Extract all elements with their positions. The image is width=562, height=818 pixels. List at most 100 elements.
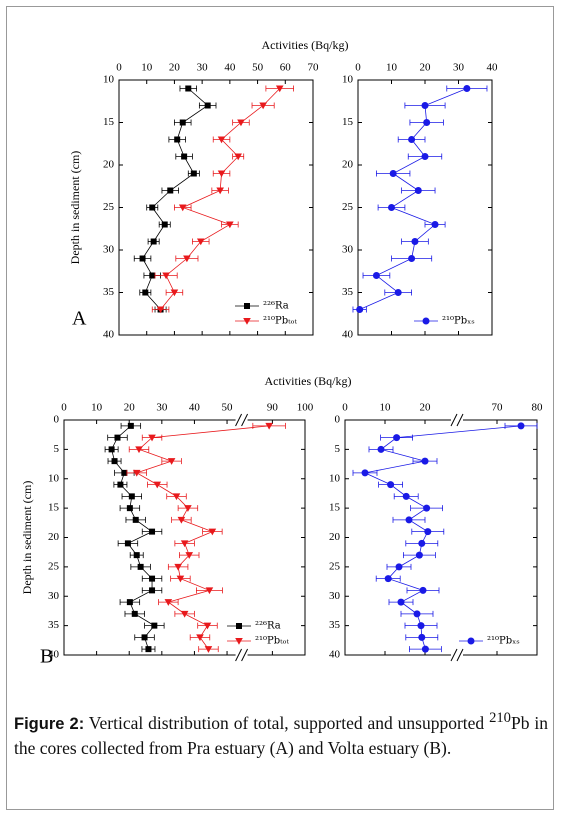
- marker: [190, 170, 197, 177]
- legend-label: ²¹⁰Pbₓₛ: [442, 316, 475, 327]
- x-tick-label: 10: [380, 402, 392, 414]
- marker: [150, 238, 157, 245]
- x-tick-label: 70: [492, 402, 504, 414]
- caption-label: Figure 2:: [14, 714, 85, 733]
- legend-marker: [244, 303, 250, 309]
- legend-label: ²¹⁰Pbₜₒₜ: [263, 316, 297, 327]
- marker: [205, 587, 214, 595]
- marker: [184, 505, 192, 512]
- y-tick-label: 30: [329, 590, 341, 602]
- marker: [177, 516, 186, 524]
- x-tick-label: 20: [420, 402, 432, 414]
- marker: [180, 540, 189, 548]
- marker: [377, 445, 385, 453]
- series-line: [363, 425, 522, 650]
- marker: [167, 187, 174, 194]
- marker: [167, 458, 176, 465]
- marker: [423, 504, 431, 512]
- marker: [174, 563, 182, 571]
- marker: [185, 85, 192, 92]
- marker: [164, 599, 173, 606]
- marker: [151, 622, 158, 629]
- marker: [259, 102, 267, 110]
- marker: [397, 598, 405, 606]
- y-tick-label: 0: [335, 414, 341, 426]
- marker: [421, 102, 429, 109]
- axis-break: [235, 414, 248, 426]
- marker: [149, 204, 156, 211]
- marker: [132, 469, 141, 477]
- x-tick-label: 20: [420, 62, 432, 74]
- marker: [421, 457, 429, 465]
- marker: [131, 610, 138, 617]
- marker: [418, 539, 426, 547]
- axis-break: [456, 648, 464, 662]
- y-tick-label: 15: [103, 116, 115, 128]
- axis-break: [241, 413, 249, 427]
- legend-marker: [422, 317, 430, 325]
- x-tick-label: 0: [116, 62, 122, 74]
- y-tick-label: 40: [329, 649, 341, 661]
- marker: [176, 575, 185, 583]
- marker: [117, 481, 124, 488]
- x-tick-label: 20: [124, 402, 136, 414]
- marker: [414, 187, 422, 194]
- marker: [148, 434, 156, 442]
- caption-text: Vertical distribution of total, supporte…: [88, 712, 490, 733]
- x-tick-label: 50: [252, 62, 264, 74]
- legend-marker: [467, 637, 475, 645]
- marker: [265, 422, 273, 430]
- marker: [142, 289, 149, 296]
- y-tick-label: 40: [103, 329, 115, 341]
- y-axis-label: Depth in sediment (cm): [68, 151, 82, 265]
- marker: [181, 153, 188, 160]
- y-tick-label: 25: [48, 560, 60, 572]
- marker: [174, 136, 181, 143]
- marker: [389, 170, 397, 177]
- y-tick-label: 15: [342, 116, 354, 128]
- marker: [149, 587, 156, 594]
- marker: [217, 170, 226, 178]
- y-tick-label: 10: [329, 472, 341, 484]
- marker: [417, 622, 425, 630]
- marker: [153, 481, 162, 489]
- marker: [384, 575, 392, 583]
- marker: [133, 552, 140, 559]
- marker: [413, 610, 421, 618]
- series-line: [160, 88, 281, 310]
- marker: [405, 516, 413, 524]
- x-tick-label: 70: [308, 62, 320, 74]
- axis-title: Activities (Bq/kg): [262, 38, 349, 52]
- x-tick-label: 40: [224, 62, 236, 74]
- figure: 0 10 20 30 40 50 60 7010152025303540Activities …: [20, 38, 543, 668]
- marker: [178, 204, 187, 212]
- marker: [132, 516, 139, 523]
- marker: [393, 434, 401, 442]
- x-tick-label: 0: [342, 402, 348, 414]
- axis-break: [235, 413, 243, 427]
- marker: [172, 493, 181, 501]
- marker: [237, 119, 245, 127]
- marker: [423, 119, 431, 126]
- marker: [156, 306, 165, 314]
- marker: [149, 575, 156, 582]
- series-line: [135, 425, 270, 650]
- y-tick-label: 10: [342, 74, 354, 86]
- legend-marker: [235, 638, 243, 645]
- marker: [108, 446, 115, 453]
- y-tick-label: 35: [329, 619, 341, 631]
- plot-frame: [344, 419, 538, 656]
- y-tick-label: 10: [103, 74, 115, 86]
- y-tick-label: 30: [103, 244, 115, 256]
- marker: [128, 493, 135, 500]
- y-tick-label: 25: [103, 201, 115, 213]
- marker: [149, 272, 156, 279]
- marker: [356, 306, 364, 313]
- marker: [408, 136, 416, 143]
- axis-break: [450, 648, 458, 662]
- x-tick-label: 30: [156, 402, 168, 414]
- axis-break: [235, 649, 248, 661]
- marker: [421, 645, 429, 653]
- marker: [179, 119, 186, 126]
- marker: [424, 528, 432, 536]
